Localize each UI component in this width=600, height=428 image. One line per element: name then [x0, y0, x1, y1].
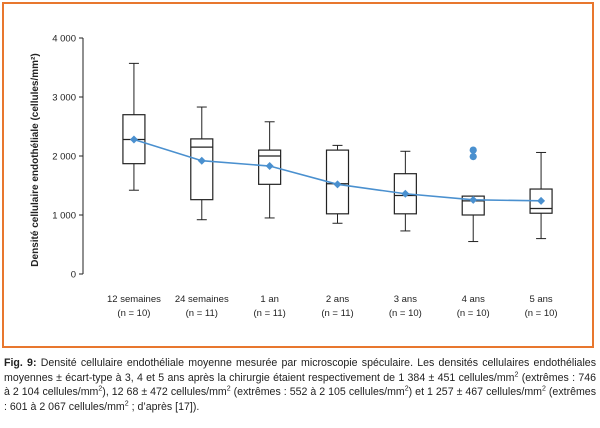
x-category-label: 1 an	[260, 294, 279, 305]
mean-point	[129, 135, 138, 144]
figure-frame	[2, 2, 594, 348]
caption-text-7: ; d’après [17]).	[128, 400, 200, 413]
mean-point	[333, 180, 342, 189]
figure-caption: Fig. 9: Densité cellulaire endothéliale …	[4, 356, 596, 414]
x-category-count: (n = 10)	[389, 308, 422, 319]
mean-point	[401, 189, 410, 198]
caption-text-4: (extrêmes : 552 à 2 105 cellules/mm	[230, 386, 405, 399]
y-tick-label: 3 000	[52, 93, 76, 104]
caption-sup-1: 2	[514, 371, 519, 379]
caption-text-2: (extrêmes : 746 à 2 104 cellules/mm	[4, 371, 597, 399]
x-category-label: 5 ans	[529, 294, 552, 305]
x-category-label: 4 ans	[462, 294, 485, 305]
x-category-count: (n = 10)	[457, 308, 490, 319]
x-category-count: (n = 11)	[253, 308, 285, 319]
y-axis: 0 1 000 2 000 3 000 4 000	[52, 34, 84, 281]
x-category-label: 12 semaines	[107, 294, 161, 305]
box-plot-chart: Densité cellulaire endothéliale (cellule…	[30, 34, 558, 320]
box-7	[529, 151, 553, 240]
figure-label: Fig. 9:	[4, 357, 37, 369]
boxes-group	[122, 62, 553, 243]
iqr-box	[190, 138, 214, 201]
y-tick-label: 1 000	[52, 211, 76, 222]
outlier-point	[469, 152, 477, 161]
mean-point	[197, 156, 206, 165]
x-category-count: (n = 11)	[321, 308, 353, 319]
caption-sup-5: 2	[542, 385, 546, 393]
x-category-count: (n = 10)	[117, 308, 150, 319]
x-category-label: 24 semaines	[175, 294, 229, 305]
y-tick-label: 2 000	[52, 152, 76, 163]
caption-text-6: (extrêmes : 601 à 2 067 cellules/mm	[4, 386, 596, 413]
x-category-label: 3 ans	[394, 294, 417, 305]
x-category-count: (n = 10)	[525, 308, 558, 319]
caption-sup-3: 2	[226, 385, 231, 393]
caption-text-3: ), 12 68 ± 472 cellules/mm	[102, 386, 227, 399]
caption-sup-2: 2	[98, 385, 103, 393]
caption-text-1: Densité cellulaire endothéliale moyenne …	[4, 357, 596, 384]
box-6	[461, 146, 485, 243]
box-1	[122, 62, 146, 191]
caption-sup-4: 2	[404, 385, 409, 393]
mean-point	[469, 195, 478, 204]
mean-point	[537, 196, 546, 205]
box-2	[190, 106, 214, 221]
mean-series	[129, 135, 546, 205]
mean-point	[265, 162, 274, 171]
outlier-point	[469, 146, 477, 154]
x-category-count: (n = 11)	[186, 308, 218, 319]
y-tick-label: 0	[71, 270, 76, 281]
x-axis-categories: 12 semaines (n = 10) 24 semaines (n = 11) 1 …	[107, 294, 558, 319]
y-axis-label: Densité cellulaire endothéliale (cellule…	[30, 53, 41, 266]
caption-text-5: ) et 1 257 ± 467 cellules/mm	[408, 386, 542, 399]
y-tick-label: 4 000	[52, 34, 76, 45]
x-category-label: 2 ans	[326, 294, 349, 305]
caption-sup-6: 2	[124, 400, 129, 408]
